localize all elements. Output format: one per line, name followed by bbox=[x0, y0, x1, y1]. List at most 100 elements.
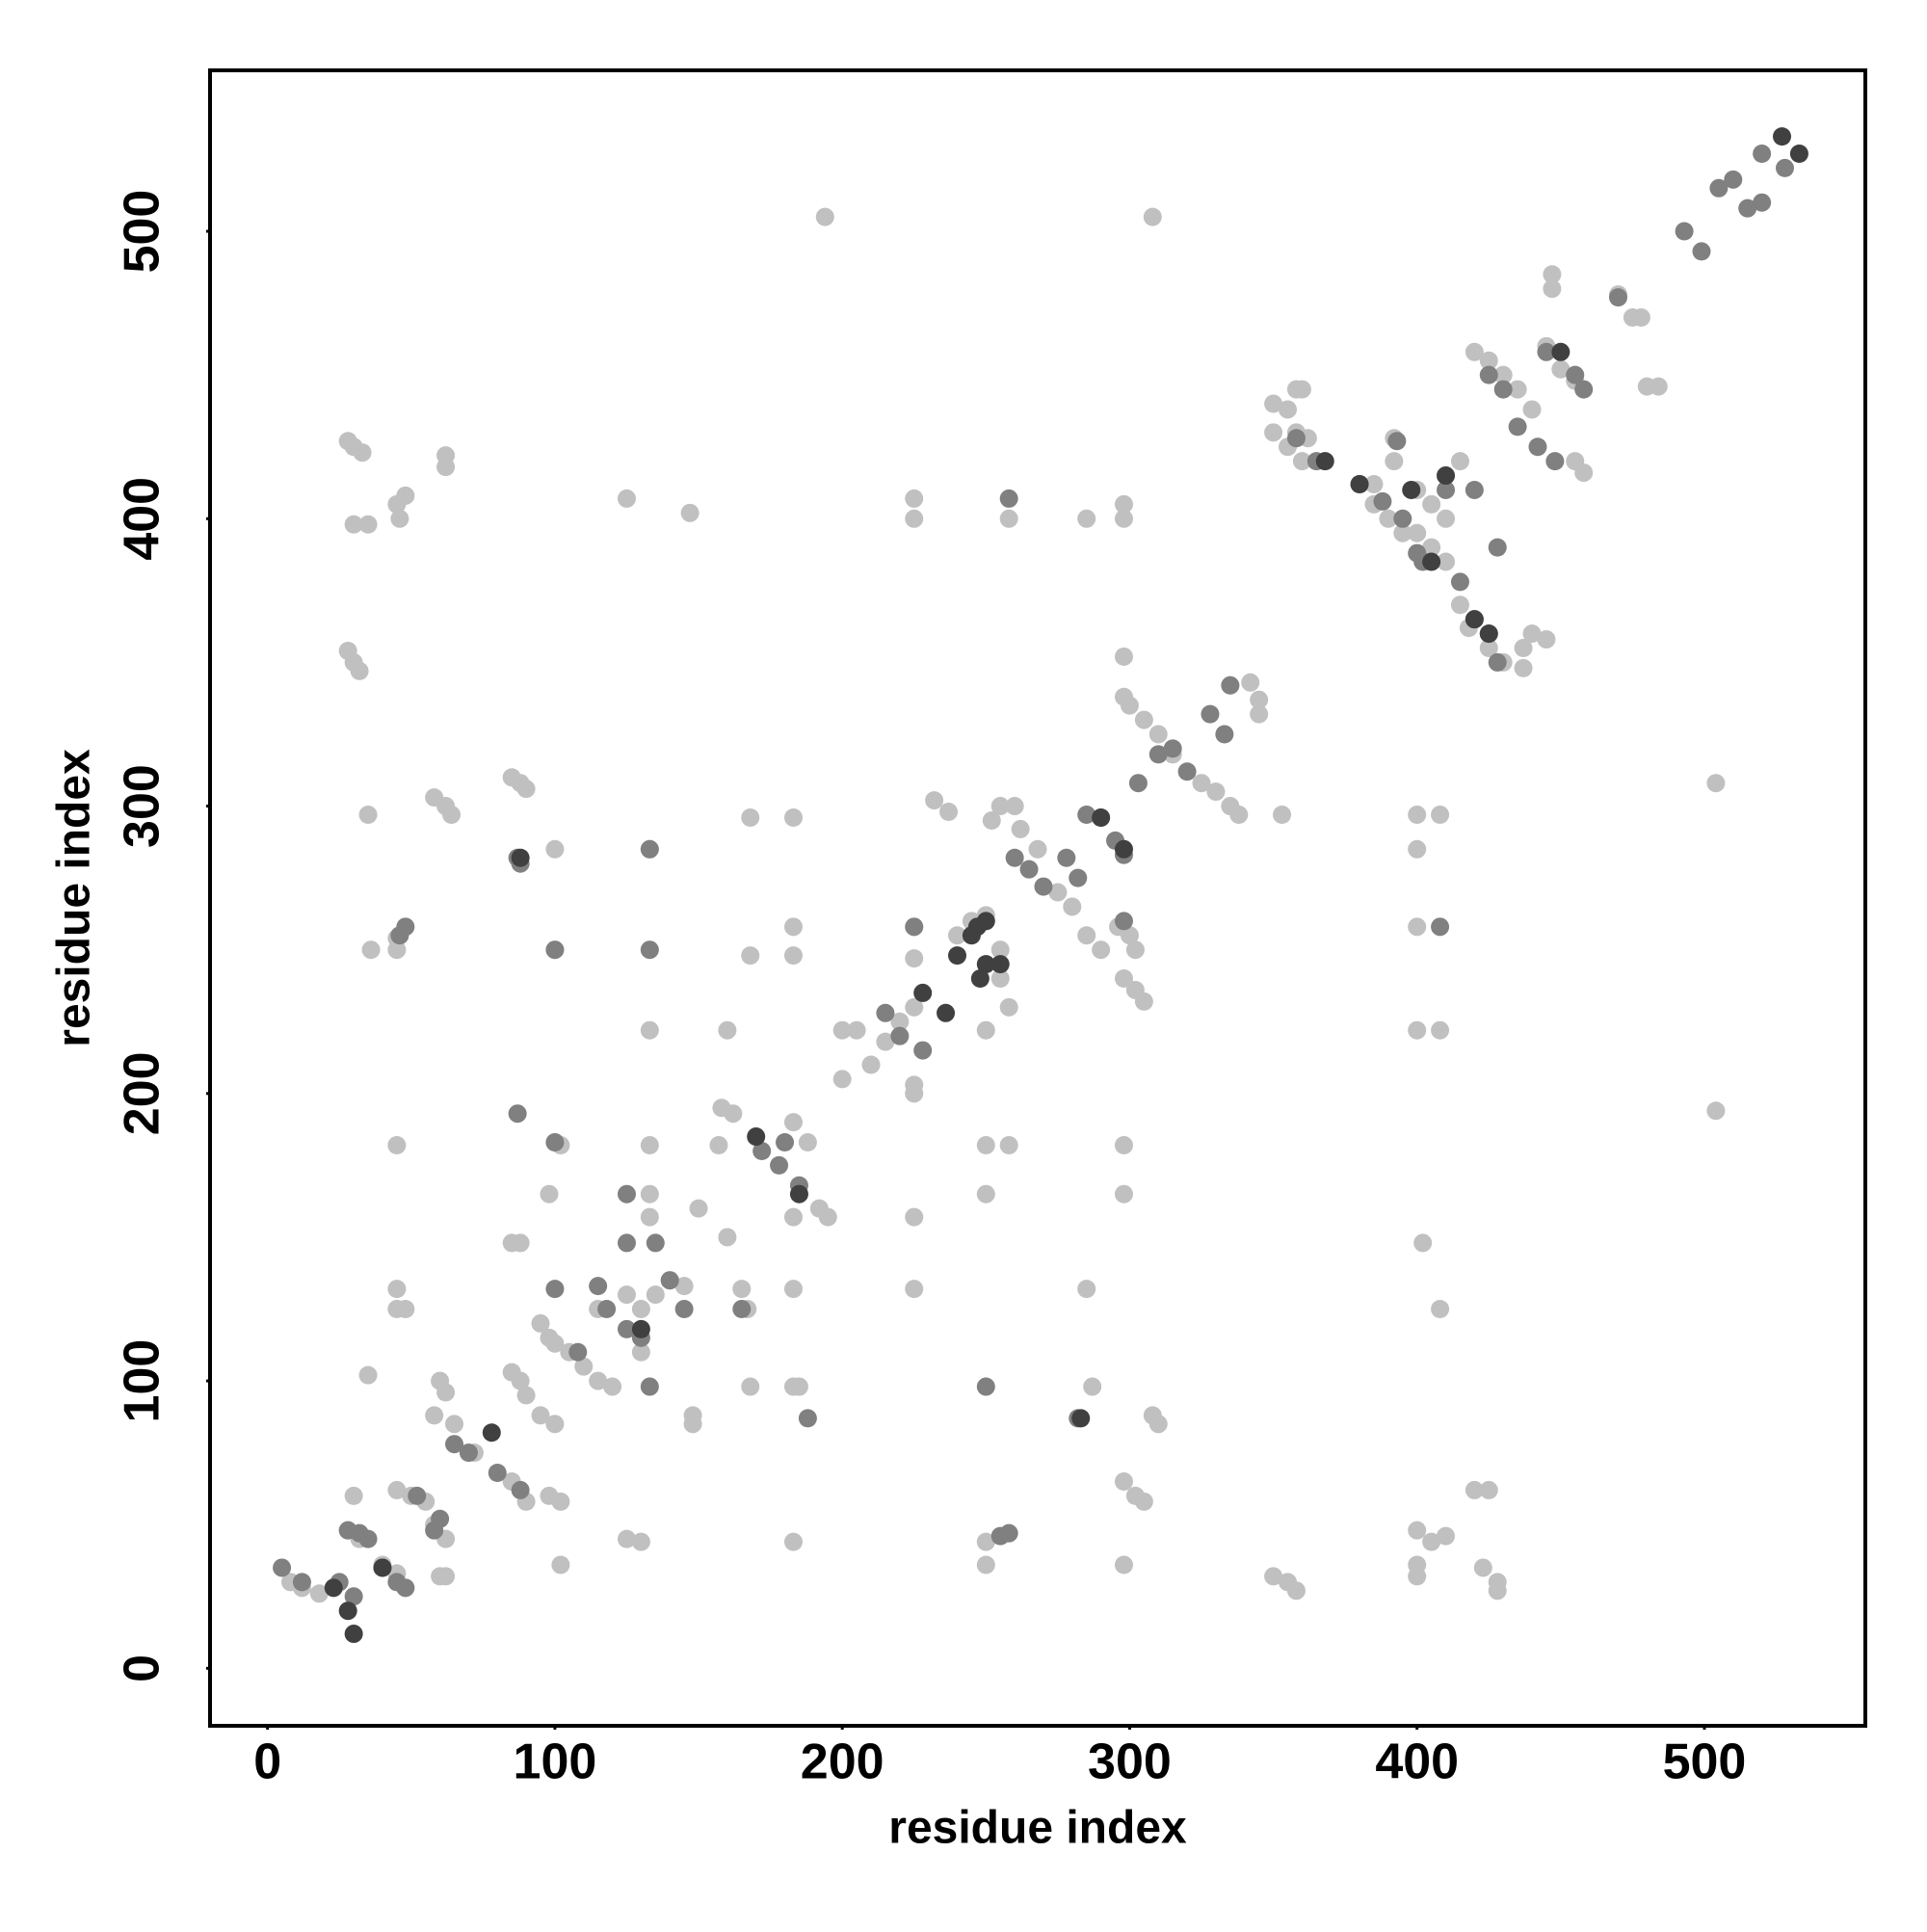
point bbox=[640, 1207, 659, 1227]
point bbox=[631, 1319, 650, 1338]
point bbox=[531, 1406, 550, 1425]
point bbox=[913, 1041, 933, 1060]
point bbox=[982, 810, 1001, 830]
point bbox=[1574, 463, 1594, 483]
point bbox=[482, 1423, 501, 1442]
point bbox=[589, 1277, 608, 1296]
point bbox=[511, 1371, 530, 1390]
y-tick-label: 100 bbox=[115, 1339, 171, 1423]
point bbox=[1292, 380, 1311, 399]
point bbox=[1408, 806, 1427, 825]
point bbox=[1019, 860, 1039, 879]
point bbox=[905, 509, 924, 528]
y-tick-label: 400 bbox=[115, 477, 171, 561]
point bbox=[1028, 839, 1047, 859]
point bbox=[1120, 926, 1139, 945]
point bbox=[1479, 1480, 1498, 1499]
point bbox=[1387, 432, 1407, 451]
point bbox=[387, 1136, 407, 1155]
point bbox=[1373, 491, 1392, 511]
point bbox=[660, 1271, 679, 1290]
point bbox=[545, 1415, 565, 1434]
point bbox=[783, 1532, 803, 1551]
point bbox=[798, 1133, 817, 1152]
point bbox=[1114, 509, 1133, 528]
point bbox=[425, 1521, 444, 1540]
point bbox=[718, 1228, 737, 1247]
point bbox=[344, 515, 363, 534]
point bbox=[1508, 380, 1527, 399]
x-axis-title: residue index bbox=[888, 1803, 1187, 1854]
point bbox=[905, 997, 924, 1017]
x-tick-label: 200 bbox=[801, 1734, 884, 1790]
x-tick-label: 500 bbox=[1663, 1734, 1747, 1790]
y-axis-title: residue index bbox=[49, 749, 100, 1047]
point bbox=[309, 1584, 329, 1603]
point bbox=[445, 1415, 464, 1434]
point bbox=[1431, 917, 1450, 937]
point bbox=[353, 443, 372, 463]
point bbox=[1422, 1532, 1441, 1551]
point bbox=[1005, 797, 1024, 816]
point bbox=[1408, 917, 1427, 937]
point bbox=[1206, 782, 1226, 802]
point bbox=[603, 1377, 622, 1396]
point bbox=[640, 1377, 659, 1396]
point bbox=[1148, 725, 1168, 744]
point bbox=[783, 917, 803, 937]
point bbox=[390, 509, 409, 528]
x-tick-label: 0 bbox=[253, 1734, 281, 1790]
point bbox=[1479, 624, 1498, 644]
point bbox=[905, 1207, 924, 1227]
point bbox=[1148, 745, 1168, 764]
point bbox=[1789, 144, 1808, 163]
point bbox=[574, 1357, 594, 1376]
point bbox=[683, 1406, 702, 1425]
point bbox=[1543, 279, 1562, 299]
point bbox=[1537, 342, 1556, 361]
x-tick-label: 400 bbox=[1375, 1734, 1459, 1790]
point bbox=[1631, 308, 1650, 328]
point bbox=[1706, 1101, 1726, 1121]
point bbox=[1692, 242, 1711, 261]
point bbox=[1473, 1558, 1492, 1577]
point bbox=[1393, 509, 1412, 528]
point bbox=[1450, 572, 1469, 592]
point bbox=[913, 983, 933, 1002]
point bbox=[1092, 807, 1111, 827]
point bbox=[1114, 839, 1133, 859]
point bbox=[361, 940, 381, 960]
point bbox=[674, 1300, 694, 1319]
point bbox=[1114, 1136, 1133, 1155]
point bbox=[1379, 509, 1398, 528]
point bbox=[551, 1555, 570, 1575]
point bbox=[1437, 480, 1456, 499]
point bbox=[1114, 912, 1133, 931]
point bbox=[646, 1233, 665, 1253]
point bbox=[597, 1300, 617, 1319]
point bbox=[1092, 940, 1111, 960]
point bbox=[815, 207, 834, 226]
point bbox=[709, 1136, 728, 1155]
point bbox=[1364, 475, 1384, 493]
point bbox=[1551, 359, 1571, 379]
point bbox=[640, 940, 659, 960]
point bbox=[1488, 652, 1507, 672]
point bbox=[1163, 739, 1182, 758]
point bbox=[1393, 523, 1412, 543]
point bbox=[1514, 639, 1533, 658]
point bbox=[890, 1026, 910, 1045]
point bbox=[358, 1529, 378, 1548]
point bbox=[905, 917, 924, 937]
point bbox=[338, 1601, 357, 1621]
point bbox=[545, 940, 565, 960]
point bbox=[1048, 883, 1068, 902]
x-tick-label: 300 bbox=[1088, 1734, 1172, 1790]
point bbox=[999, 1523, 1018, 1543]
point bbox=[999, 509, 1018, 528]
point bbox=[905, 1084, 924, 1103]
points bbox=[273, 127, 1808, 1644]
point bbox=[358, 1365, 378, 1385]
point bbox=[1465, 342, 1484, 361]
